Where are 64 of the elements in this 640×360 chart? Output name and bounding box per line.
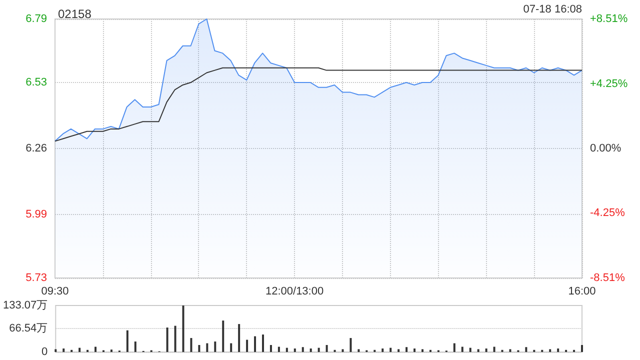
- x-tick-label: 09:30: [41, 286, 69, 298]
- bar: [62, 348, 65, 352]
- bar: [182, 306, 184, 352]
- x-tick-label: 12:00/13:00: [265, 286, 324, 298]
- bar: [206, 343, 208, 352]
- y-tick-label: 5.99: [26, 208, 47, 220]
- bar: [318, 348, 320, 352]
- chart-title: 02158: [58, 7, 92, 21]
- bar: [94, 346, 97, 352]
- bar: [493, 346, 496, 352]
- y-tick-label: 6.79: [26, 13, 47, 25]
- bar: [278, 346, 280, 352]
- y2-tick-label: -4.25%: [590, 207, 626, 220]
- bar: [358, 349, 360, 352]
- bar: [286, 348, 288, 352]
- bar: [166, 328, 168, 352]
- y2-tick-label: 0.00%: [590, 142, 622, 154]
- bar: [382, 348, 384, 352]
- y2-tick-label: +8.51%: [590, 13, 628, 25]
- bar: [326, 345, 328, 352]
- bar: [398, 349, 400, 352]
- bar: [294, 348, 296, 352]
- bar: [198, 345, 200, 352]
- bar: [174, 326, 176, 352]
- y-tick-label: 133.07万: [2, 300, 48, 312]
- bar: [453, 343, 456, 352]
- bar: [246, 340, 248, 352]
- y2-tick-label: +4.25%: [590, 78, 628, 90]
- bar: [414, 348, 416, 352]
- bar: [406, 347, 408, 352]
- x-tick-label: 16:00: [568, 286, 596, 298]
- y-tick-label: 6.26: [26, 142, 47, 154]
- bar: [214, 342, 216, 352]
- text: 07-18 16:08: [523, 4, 582, 16]
- bar: [78, 348, 81, 352]
- bar: [134, 342, 136, 352]
- bar: [549, 349, 552, 352]
- bar: [54, 349, 57, 352]
- bar: [310, 348, 312, 352]
- bar: [557, 348, 560, 352]
- y2-tick-label: -8.51%: [590, 272, 626, 284]
- y-tick-label: 5.73: [26, 272, 47, 284]
- bar: [270, 345, 272, 352]
- bar: [477, 349, 480, 352]
- bar: [422, 349, 424, 352]
- bar: [230, 343, 232, 352]
- y-tick-label: 0: [42, 346, 48, 358]
- y-tick-label: 6.53: [26, 76, 47, 89]
- bar: [262, 334, 264, 352]
- bar: [238, 324, 240, 352]
- bar: [525, 347, 528, 352]
- bar: [485, 348, 488, 352]
- line-series: [54, 67, 582, 142]
- bar: [390, 348, 392, 352]
- y-tick-label: 66.54万: [9, 322, 48, 335]
- bar: [469, 348, 472, 352]
- bar: [222, 320, 224, 352]
- bar: [461, 346, 464, 352]
- bar: [342, 349, 344, 352]
- bar: [302, 347, 304, 352]
- bar: [509, 349, 512, 352]
- bar: [581, 345, 583, 352]
- bar: [350, 338, 352, 352]
- bar: [190, 338, 192, 352]
